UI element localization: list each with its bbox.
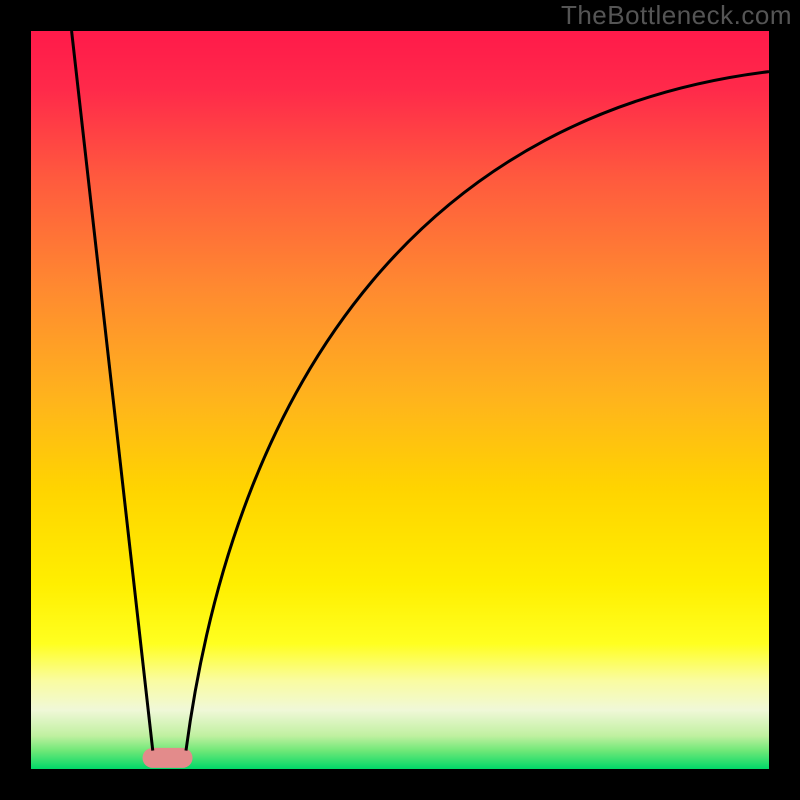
optimal-marker xyxy=(143,748,193,768)
chart-container: TheBottleneck.com xyxy=(0,0,800,800)
watermark-text: TheBottleneck.com xyxy=(561,0,792,31)
bottleneck-plot xyxy=(31,31,769,769)
